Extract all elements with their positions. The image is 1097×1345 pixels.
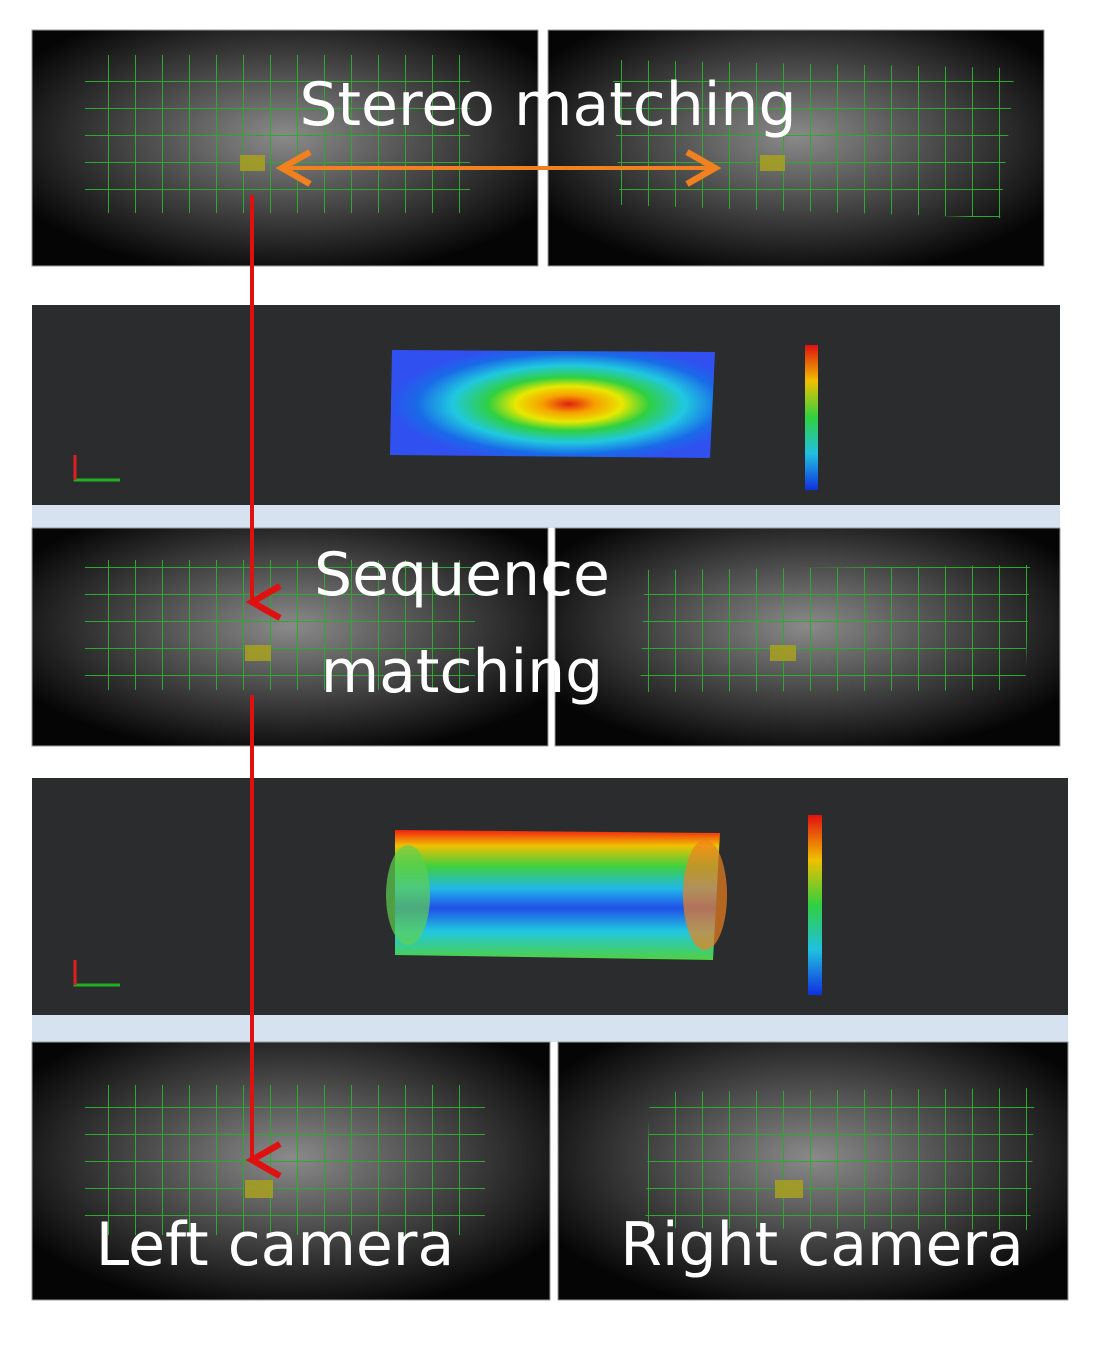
camera-panel [31,1041,551,1301]
sequence-label: Sequence [314,540,610,610]
camera-panel [31,527,549,747]
right-camera-label: Right camera [620,1210,1024,1280]
camera-panel [554,527,1061,747]
toolbar [32,505,1060,528]
camera-panel [547,29,1045,267]
heatmap-panel [32,305,1060,505]
camera-panel [557,1041,1069,1301]
stereo-label: Stereo matching [299,70,796,140]
sequence-label: matching [321,637,604,707]
camera-panel [31,29,539,267]
heatmap-panel [32,778,1068,1015]
left-camera-label: Left camera [96,1210,455,1280]
toolbar [32,1015,1068,1042]
